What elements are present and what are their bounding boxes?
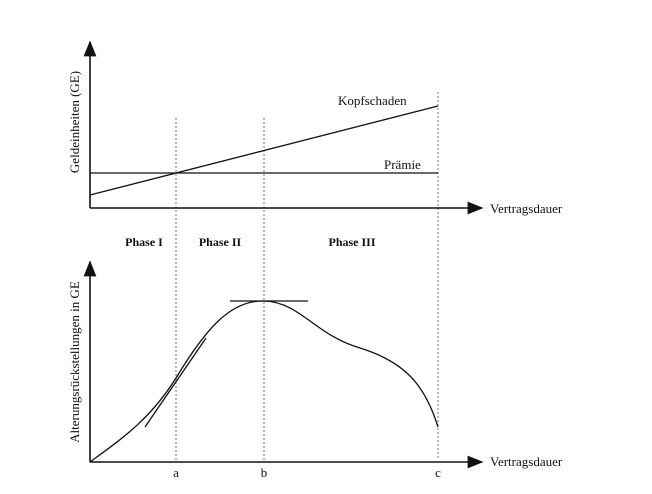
line-label: Kopfschaden bbox=[338, 93, 407, 108]
tangent bbox=[144, 337, 207, 428]
y-axis-label: Geldeinheiten (GE) bbox=[67, 71, 82, 173]
reserve-curve bbox=[89, 300, 439, 463]
claims-line bbox=[89, 105, 439, 196]
x-marker-label: b bbox=[261, 465, 268, 480]
x-axis-label: Vertragsdauer bbox=[490, 201, 563, 216]
x-marker-label: a bbox=[173, 465, 179, 480]
line-label: Prämie bbox=[384, 157, 421, 172]
phase-label: Phase II bbox=[199, 235, 242, 249]
x-marker-label: c bbox=[435, 465, 441, 480]
phase-label: Phase III bbox=[328, 235, 375, 249]
y-axis-label: Alterungsrückstellungen in GE bbox=[67, 281, 82, 443]
phase-label: Phase I bbox=[125, 235, 163, 249]
x-axis-label: Vertragsdauer bbox=[490, 454, 563, 469]
